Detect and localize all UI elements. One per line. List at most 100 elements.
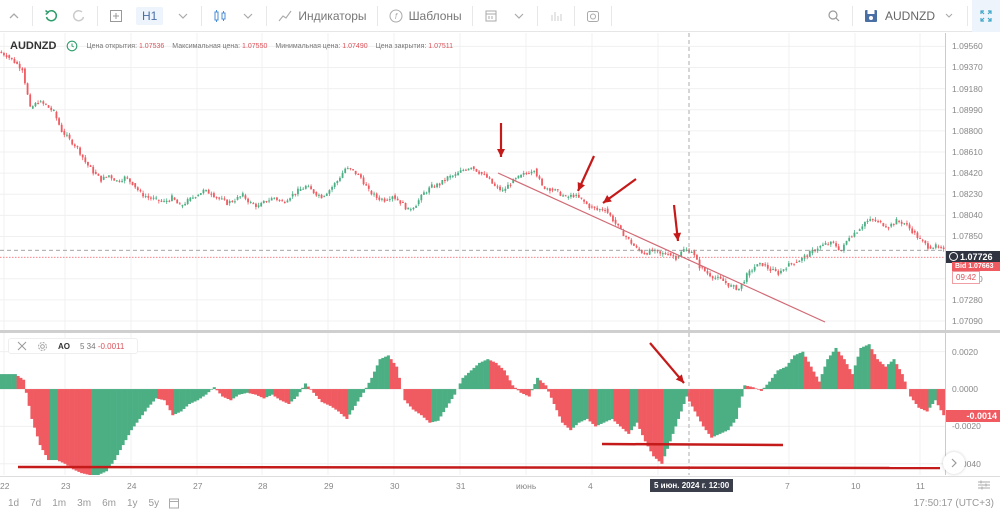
chevron-down-icon (514, 13, 524, 19)
calendar-dropdown[interactable] (505, 0, 533, 32)
price-tick: 1.08230 (952, 189, 983, 200)
range-buttons: 1d 7d 1m 3m 6m 1y 5y (0, 498, 162, 509)
search-button[interactable] (820, 0, 848, 32)
range-button-1y[interactable]: 1y (126, 497, 138, 509)
settings-sliders-icon[interactable] (976, 479, 992, 491)
price-tick: 1.08800 (952, 125, 983, 136)
time-axis[interactable]: 2223242728293031июнь4571011 (0, 476, 1000, 494)
calendar-icon[interactable] (168, 497, 180, 509)
time-tick: 10 (851, 481, 861, 491)
chevron-down-icon (243, 13, 253, 19)
ao-chart[interactable] (0, 333, 945, 475)
ao-value: -0.0011 (97, 341, 125, 351)
price-tick: 1.09180 (952, 83, 983, 94)
chart-type-dropdown[interactable] (234, 0, 262, 32)
indicators-label: Индикаторы (298, 8, 367, 23)
fullscreen-button[interactable] (972, 0, 1000, 32)
ao-value-tag: -0.0014 (946, 410, 1000, 422)
interval-value: H1 (136, 6, 164, 25)
indicators-icon (278, 10, 292, 21)
clock-icon (67, 40, 78, 52)
time-tick: 11 (916, 481, 925, 491)
gear-icon[interactable] (37, 341, 48, 352)
price-tick: 1.07850 (952, 231, 983, 242)
undo-icon (45, 9, 58, 21)
templates-button[interactable]: f Шаблоны (382, 0, 468, 32)
range-button-6m[interactable]: 6m (102, 497, 116, 509)
price-tick: 1.07280 (952, 294, 983, 305)
crosshair-price-tag: 1.07726 (946, 251, 1000, 263)
price-tick: 1.08610 (952, 146, 983, 157)
clock-time: 17:50:17 (UTC+3) (913, 497, 994, 509)
search-icon (828, 10, 840, 22)
countdown-tag: 09:42 (952, 271, 981, 284)
ao-tick: -0.0040 (952, 458, 981, 469)
price-tick: 1.08990 (952, 104, 983, 115)
candles-icon (214, 9, 226, 22)
price-tick: 1.07090 (952, 315, 983, 326)
chart-type-button[interactable] (206, 0, 234, 32)
function-icon: f (389, 9, 403, 22)
time-tick: 24 (127, 481, 137, 491)
legend-symbol: AUDNZD (10, 40, 57, 52)
undo-button[interactable] (37, 0, 65, 32)
range-button-1m[interactable]: 1m (52, 497, 67, 509)
crosshair-plus-icon[interactable] (949, 252, 958, 261)
ao-tick: 0.0000 (952, 384, 978, 395)
templates-label: Шаблоны (408, 8, 462, 23)
price-tick: 1.08420 (952, 168, 983, 179)
time-tick: 27 (193, 481, 203, 491)
bid-price-tag: Bid 1.07663 (952, 262, 1000, 271)
price-tick: 1.08040 (952, 210, 983, 221)
range-button-3m[interactable]: 3m (77, 497, 92, 509)
redo-button[interactable] (65, 0, 93, 32)
collapse-button[interactable] (0, 0, 28, 32)
range-button-5y[interactable]: 5y (148, 497, 160, 509)
volume-button[interactable] (542, 0, 570, 32)
close-price: Цена закрытия: 1.07511 (375, 42, 454, 50)
low-price: Минимальная цена: 1.07490 (275, 42, 368, 50)
time-tick: июнь (516, 481, 537, 491)
range-button-7d[interactable]: 7d (30, 497, 42, 509)
snapshot-button[interactable] (579, 0, 607, 32)
chevron-right-icon (951, 458, 957, 468)
pane-divider[interactable] (0, 330, 1000, 333)
scroll-right-button[interactable] (943, 452, 965, 474)
fullscreen-icon (980, 10, 992, 22)
add-chart-button[interactable] (102, 0, 130, 32)
chevron-down-icon (945, 13, 953, 18)
chevron-down-icon (178, 13, 188, 19)
range-button-1d[interactable]: 1d (8, 497, 20, 509)
time-tick: 31 (456, 481, 466, 491)
time-tick: 4 (588, 481, 593, 491)
plus-square-icon (110, 9, 122, 22)
chevron-up-icon (9, 12, 19, 18)
time-tick: 23 (61, 481, 71, 491)
bars-icon (551, 11, 562, 21)
price-chart[interactable] (0, 33, 945, 331)
price-tick: 1.09370 (952, 62, 983, 73)
interval-dropdown[interactable] (169, 0, 197, 32)
calendar-button[interactable] (477, 0, 505, 32)
ao-tick: 0.0020 (952, 346, 978, 357)
price-axis[interactable]: 1.09560 1.09370 1.09180 1.08990 1.08800 1.086… (945, 33, 1000, 331)
save-icon (865, 10, 877, 22)
time-tick: 7 (785, 481, 790, 491)
time-tick: 30 (390, 481, 400, 491)
open-price: Цена открытия: 1.07536 (86, 42, 165, 50)
ao-name: AO (58, 341, 70, 351)
high-price: Максимальная цена: 1.07550 (172, 42, 268, 50)
symbol-name: AUDNZD (885, 9, 935, 23)
interval-select[interactable]: H1 (130, 0, 169, 32)
price-tick: 1.09560 (952, 41, 983, 52)
indicators-button[interactable]: Индикаторы (271, 0, 372, 32)
time-tick: 22 (0, 481, 10, 491)
symbol-select[interactable]: AUDNZD (857, 0, 963, 32)
close-icon[interactable] (17, 341, 27, 351)
camera-icon (586, 10, 599, 22)
range-bar: 1d 7d 1m 3m 6m 1y 5y 17:50:17 (UTC+3) (0, 494, 1000, 512)
crosshair-time-label: 5 июн. 2024 г. 12:00 (650, 479, 734, 492)
ao-axis[interactable]: 0.0020 0.0000 -0.0020 -0.0040 (945, 333, 1000, 475)
ohlc-legend: AUDNZD Цена открытия: 1.07536 Максимальн… (10, 40, 453, 52)
redo-icon (72, 9, 85, 21)
